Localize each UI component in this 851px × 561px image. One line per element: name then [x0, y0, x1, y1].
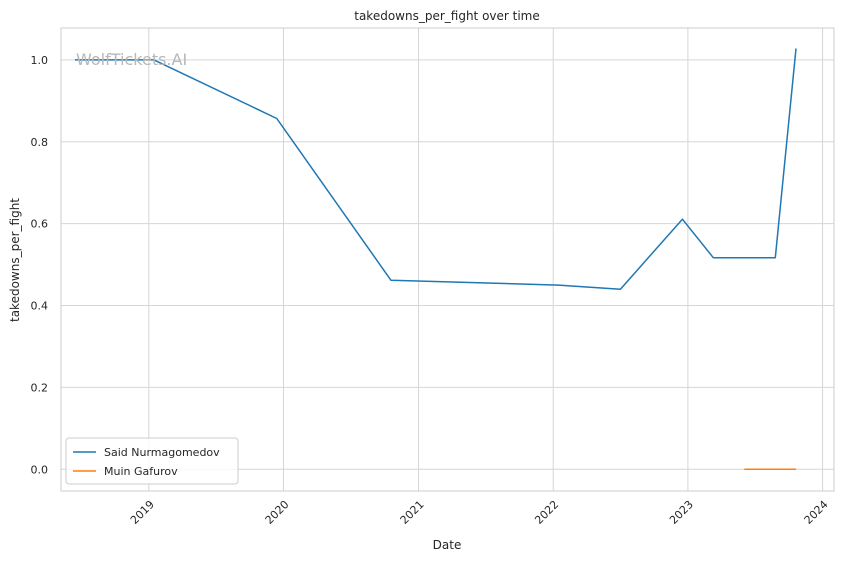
grid [61, 28, 834, 491]
x-tick-label: 2024 [802, 498, 831, 527]
x-axis-ticks: 2019 2020 2021 2022 2023 2024 [128, 498, 831, 527]
y-tick-label: 0.8 [31, 136, 49, 149]
x-tick-label: 2019 [128, 498, 157, 527]
plot-frame [60, 27, 835, 492]
y-tick-label: 1.0 [31, 54, 49, 67]
series-layer [75, 48, 797, 471]
series-line-0 [75, 48, 797, 290]
chart-title: takedowns_per_fight over time [354, 9, 540, 23]
y-axis-label: takedowns_per_fight [8, 198, 22, 322]
y-tick-label: 0.6 [31, 218, 49, 231]
x-tick-label: 2023 [667, 498, 696, 527]
y-axis-ticks: 0.0 0.2 0.4 0.6 0.8 1.0 [31, 54, 49, 476]
watermark: WolfTickets.AI [76, 50, 187, 69]
x-tick-label: 2022 [532, 498, 561, 527]
legend-label-1: Muin Gafurov [104, 465, 178, 478]
x-tick-label: 2020 [263, 498, 292, 527]
x-tick-label: 2021 [398, 498, 427, 527]
legend: Said Nurmagomedov Muin Gafurov [65, 437, 239, 485]
x-axis-label: Date [433, 538, 462, 552]
y-tick-label: 0.2 [31, 381, 49, 394]
legend-box [65, 437, 239, 485]
y-tick-label: 0.4 [31, 300, 49, 313]
y-tick-label: 0.0 [31, 463, 49, 476]
legend-label-0: Said Nurmagomedov [104, 446, 220, 459]
